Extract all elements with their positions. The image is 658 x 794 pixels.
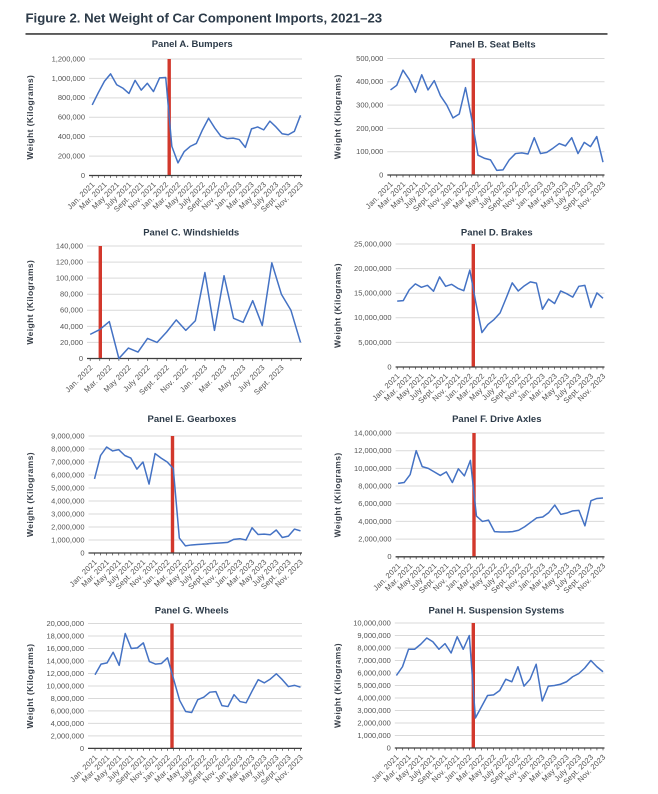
svg-text:120,000: 120,000 xyxy=(56,257,83,266)
svg-text:4,000,000: 4,000,000 xyxy=(51,496,84,505)
svg-text:Figure 2. Net Weight of Car Co: Figure 2. Net Weight of Car Component Im… xyxy=(26,11,383,26)
svg-text:1,000,000: 1,000,000 xyxy=(51,535,84,544)
svg-text:0: 0 xyxy=(79,354,83,363)
svg-text:9,000,000: 9,000,000 xyxy=(357,631,390,640)
svg-text:400,000: 400,000 xyxy=(356,77,383,86)
svg-text:200,000: 200,000 xyxy=(58,151,85,160)
svg-text:Weight (Kilograms): Weight (Kilograms) xyxy=(333,263,343,348)
svg-text:25,000,000: 25,000,000 xyxy=(354,239,392,248)
svg-text:0: 0 xyxy=(81,171,85,180)
svg-text:0: 0 xyxy=(80,548,84,557)
svg-text:Weight (Kilograms): Weight (Kilograms) xyxy=(25,75,35,160)
svg-text:Panel C. Windshields: Panel C. Windshields xyxy=(143,228,239,239)
svg-text:Weight (Kilograms): Weight (Kilograms) xyxy=(25,452,35,537)
svg-text:15,000,000: 15,000,000 xyxy=(354,289,392,298)
svg-text:5,000,000: 5,000,000 xyxy=(357,681,390,690)
svg-text:Weight (Kilograms): Weight (Kilograms) xyxy=(333,74,343,159)
svg-text:600,000: 600,000 xyxy=(58,113,85,122)
svg-text:0: 0 xyxy=(379,170,383,179)
svg-text:60,000: 60,000 xyxy=(60,306,83,315)
svg-text:7,000,000: 7,000,000 xyxy=(51,457,84,466)
svg-text:8,000,000: 8,000,000 xyxy=(51,444,84,453)
svg-text:Weight (Kilograms): Weight (Kilograms) xyxy=(25,260,35,345)
svg-text:2,000,000: 2,000,000 xyxy=(358,535,391,544)
svg-text:0: 0 xyxy=(387,743,391,752)
svg-text:10,000,000: 10,000,000 xyxy=(46,681,84,690)
svg-text:80,000: 80,000 xyxy=(60,290,83,299)
svg-text:7,000,000: 7,000,000 xyxy=(357,656,390,665)
svg-text:20,000,000: 20,000,000 xyxy=(46,619,84,628)
svg-text:Weight (Kilograms): Weight (Kilograms) xyxy=(333,643,343,728)
svg-text:16,000,000: 16,000,000 xyxy=(46,644,84,653)
svg-text:10,000,000: 10,000,000 xyxy=(354,464,392,473)
svg-text:Weight (Kilograms): Weight (Kilograms) xyxy=(25,644,35,729)
svg-text:800,000: 800,000 xyxy=(58,93,85,102)
svg-text:18,000,000: 18,000,000 xyxy=(46,631,84,640)
svg-text:500,000: 500,000 xyxy=(356,54,383,63)
svg-text:40,000: 40,000 xyxy=(60,322,83,331)
svg-text:100,000: 100,000 xyxy=(356,147,383,156)
svg-text:2,000,000: 2,000,000 xyxy=(357,718,390,727)
svg-text:8,000,000: 8,000,000 xyxy=(358,481,391,490)
svg-text:1,000,000: 1,000,000 xyxy=(357,731,390,740)
svg-text:5,000,000: 5,000,000 xyxy=(51,483,84,492)
svg-text:5,000,000: 5,000,000 xyxy=(358,338,391,347)
svg-text:Panel A. Bumpers: Panel A. Bumpers xyxy=(152,39,233,50)
svg-text:100,000: 100,000 xyxy=(56,274,83,283)
svg-text:14,000,000: 14,000,000 xyxy=(46,656,84,665)
svg-text:2,000,000: 2,000,000 xyxy=(51,522,84,531)
svg-text:12,000,000: 12,000,000 xyxy=(46,669,84,678)
svg-text:140,000: 140,000 xyxy=(56,241,83,250)
svg-text:Panel E. Gearboxes: Panel E. Gearboxes xyxy=(148,414,237,425)
svg-text:4,000,000: 4,000,000 xyxy=(357,693,390,702)
svg-text:0: 0 xyxy=(387,362,391,371)
svg-text:4,000,000: 4,000,000 xyxy=(358,517,391,526)
svg-text:10,000,000: 10,000,000 xyxy=(353,618,391,627)
svg-text:20,000,000: 20,000,000 xyxy=(354,264,392,273)
svg-text:14,000,000: 14,000,000 xyxy=(354,428,392,437)
svg-text:6,000,000: 6,000,000 xyxy=(358,499,391,508)
svg-text:Panel H. Suspension Systems: Panel H. Suspension Systems xyxy=(428,606,564,617)
svg-text:200,000: 200,000 xyxy=(356,124,383,133)
svg-text:8,000,000: 8,000,000 xyxy=(51,694,84,703)
svg-text:Panel B. Seat Belts: Panel B. Seat Belts xyxy=(450,40,536,51)
svg-text:3,000,000: 3,000,000 xyxy=(51,509,84,518)
svg-text:20,000: 20,000 xyxy=(60,338,83,347)
svg-text:300,000: 300,000 xyxy=(356,101,383,110)
svg-text:4,000,000: 4,000,000 xyxy=(51,719,84,728)
svg-text:Panel G. Wheels: Panel G. Wheels xyxy=(155,606,229,617)
svg-text:1,000,000: 1,000,000 xyxy=(52,74,85,83)
svg-text:6,000,000: 6,000,000 xyxy=(357,668,390,677)
svg-text:400,000: 400,000 xyxy=(58,132,85,141)
svg-text:Weight (Kilograms): Weight (Kilograms) xyxy=(333,452,343,537)
svg-text:Panel D. Brakes: Panel D. Brakes xyxy=(461,228,533,239)
svg-text:12,000,000: 12,000,000 xyxy=(354,446,392,455)
svg-text:1,200,000: 1,200,000 xyxy=(52,54,85,63)
svg-text:8,000,000: 8,000,000 xyxy=(357,643,390,652)
svg-text:6,000,000: 6,000,000 xyxy=(51,706,84,715)
svg-text:0: 0 xyxy=(80,744,84,753)
svg-text:6,000,000: 6,000,000 xyxy=(51,470,84,479)
svg-text:9,000,000: 9,000,000 xyxy=(51,431,84,440)
svg-text:Panel F. Drive Axles: Panel F. Drive Axles xyxy=(452,414,541,425)
svg-text:2,000,000: 2,000,000 xyxy=(51,731,84,740)
svg-text:10,000,000: 10,000,000 xyxy=(354,313,392,322)
svg-text:3,000,000: 3,000,000 xyxy=(357,706,390,715)
svg-text:0: 0 xyxy=(387,552,391,561)
